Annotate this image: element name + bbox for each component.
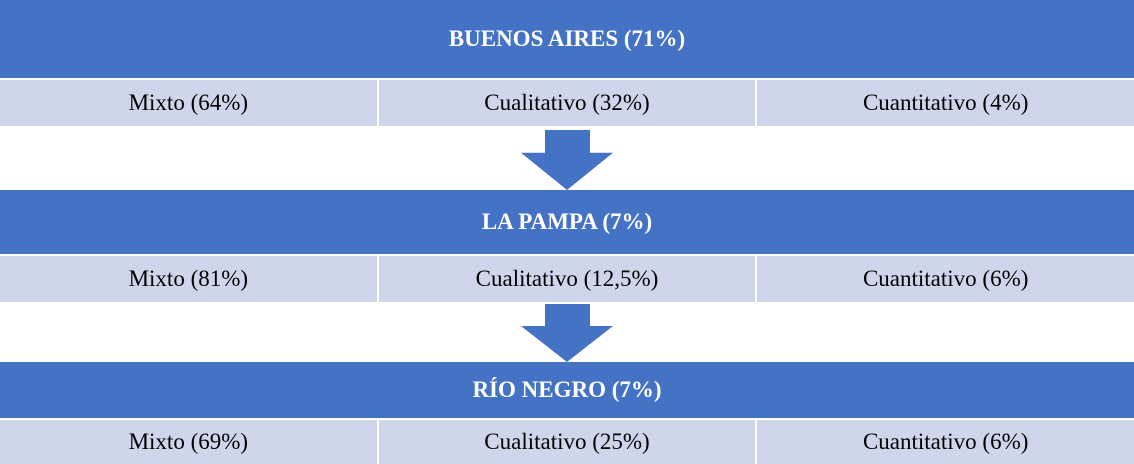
- method-cell: Mixto (69%): [0, 420, 377, 464]
- method-cell: Cualitativo (12,5%): [378, 256, 756, 302]
- arrow-shape: [521, 130, 613, 190]
- method-row: Mixto (64%) Cualitativo (32%) Cuantitativo…: [0, 80, 1134, 126]
- method-cell: Cualitativo (32%): [378, 80, 756, 126]
- down-arrow: [521, 304, 613, 362]
- method-cell: Cuantitativo (4%): [757, 80, 1134, 126]
- section-header: RÍO NEGRO (7%): [0, 362, 1134, 418]
- method-cell: Mixto (81%): [0, 256, 377, 302]
- section-header: LA PAMPA (7%): [0, 190, 1134, 254]
- down-arrow: [521, 130, 613, 190]
- method-row: Mixto (81%) Cualitativo (12,5%) Cuantitati…: [0, 256, 1134, 302]
- method-row: Mixto (69%) Cualitativo (25%) Cuantitativo…: [0, 420, 1134, 464]
- method-cell: Cuantitativo (6%): [757, 256, 1134, 302]
- method-cell: Mixto (64%): [0, 80, 377, 126]
- arrow-shape: [521, 304, 613, 362]
- method-cell: Cuantitativo (6%): [757, 420, 1134, 464]
- section-header: BUENOS AIRES (71%): [0, 0, 1134, 78]
- method-cell: Cualitativo (25%): [378, 420, 756, 464]
